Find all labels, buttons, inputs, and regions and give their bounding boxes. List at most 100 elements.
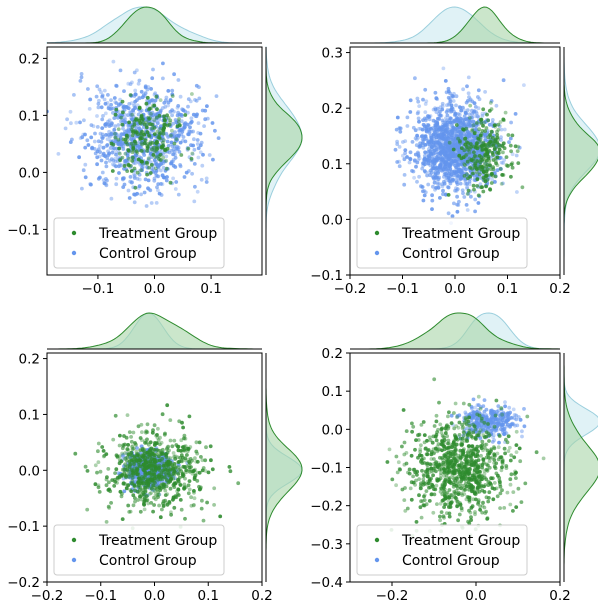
scatter-point — [206, 470, 211, 475]
scatter-point — [395, 160, 400, 164]
scatter-point — [163, 488, 168, 493]
scatter-point — [453, 112, 458, 117]
scatter-point — [114, 182, 119, 187]
scatter-point — [83, 145, 88, 150]
scatter-point — [140, 165, 145, 170]
scatter-point — [212, 486, 217, 491]
scatter-point — [421, 161, 425, 166]
scatter-point — [435, 147, 440, 152]
scatter-point — [189, 156, 194, 161]
scatter-point — [164, 455, 169, 460]
scatter-point — [118, 68, 123, 73]
scatter-point — [192, 468, 196, 473]
scatter-point — [493, 170, 497, 175]
scatter-point — [154, 468, 158, 472]
scatter-point — [514, 443, 519, 447]
scatter-point — [178, 128, 182, 133]
scatter-point — [133, 92, 138, 97]
scatter-point — [417, 104, 422, 108]
scatter-point — [405, 115, 410, 120]
scatter-point — [169, 148, 174, 153]
scatter-point — [450, 129, 454, 134]
scatter-point — [500, 173, 505, 177]
scatter-point — [127, 430, 132, 434]
scatter-point — [525, 414, 530, 419]
scatter-point — [165, 450, 170, 455]
scatter-point — [465, 192, 470, 196]
scatter-point — [497, 440, 501, 445]
scatter-point — [140, 149, 145, 154]
x-tick-label: 0.1 — [198, 588, 219, 602]
scatter-point — [132, 172, 136, 177]
scatter-point — [504, 155, 509, 160]
scatter-point — [112, 484, 117, 488]
scatter-point — [199, 455, 203, 459]
scatter-point — [136, 112, 141, 117]
scatter-point — [128, 82, 133, 86]
scatter-point — [499, 138, 503, 142]
scatter-point — [421, 163, 425, 168]
scatter-point — [174, 137, 179, 142]
scatter-point — [159, 144, 164, 149]
scatter-point — [195, 142, 200, 146]
scatter-point — [190, 151, 195, 156]
scatter-point — [426, 128, 431, 133]
scatter-point — [126, 452, 131, 457]
scatter-point — [152, 132, 157, 137]
scatter-point — [466, 91, 471, 96]
scatter-point — [460, 422, 464, 427]
scatter-point — [498, 413, 503, 418]
scatter-point — [435, 502, 439, 506]
scatter-point — [460, 188, 465, 193]
scatter-point — [455, 145, 459, 150]
scatter-point — [97, 98, 101, 103]
scatter-point — [158, 435, 162, 440]
scatter-point — [514, 413, 519, 418]
scatter-point — [126, 106, 131, 111]
x-tick-label: −0.2 — [334, 281, 367, 297]
scatter-point — [109, 98, 113, 102]
scatter-point — [148, 440, 153, 445]
scatter-point — [102, 453, 107, 458]
scatter-point — [170, 94, 175, 98]
scatter-point — [501, 78, 506, 83]
scatter-point — [173, 130, 177, 135]
scatter-point — [421, 420, 426, 424]
scatter-point — [447, 140, 452, 145]
scatter-point — [475, 114, 479, 119]
scatter-point — [104, 177, 108, 181]
scatter-point — [488, 163, 492, 168]
scatter-point — [464, 100, 469, 105]
scatter-point — [444, 116, 448, 121]
scatter-point — [452, 119, 456, 123]
scatter-point — [197, 96, 202, 101]
scatter-point — [416, 110, 421, 114]
scatter-point — [518, 417, 523, 422]
scatter-point — [138, 464, 142, 469]
scatter-point — [144, 430, 148, 435]
scatter-point — [488, 101, 493, 105]
scatter-point — [129, 180, 134, 185]
scatter-point — [464, 203, 469, 207]
scatter-point — [487, 479, 491, 484]
scatter-point — [472, 187, 476, 192]
scatter-point — [176, 487, 181, 492]
scatter-point — [120, 474, 124, 478]
scatter-point — [492, 123, 497, 128]
scatter-point — [496, 127, 501, 132]
scatter-point — [154, 147, 159, 152]
scatter-point — [495, 150, 500, 155]
scatter-point — [492, 481, 497, 485]
scatter-point — [483, 158, 487, 163]
scatter-point — [193, 184, 197, 189]
scatter-point — [422, 193, 427, 198]
scatter-point — [68, 109, 73, 114]
scatter-point — [160, 447, 165, 452]
scatter-point — [79, 75, 84, 80]
scatter-point — [122, 434, 126, 438]
scatter-point — [135, 98, 139, 102]
scatter-point — [445, 490, 450, 495]
scatter-point — [422, 494, 426, 499]
